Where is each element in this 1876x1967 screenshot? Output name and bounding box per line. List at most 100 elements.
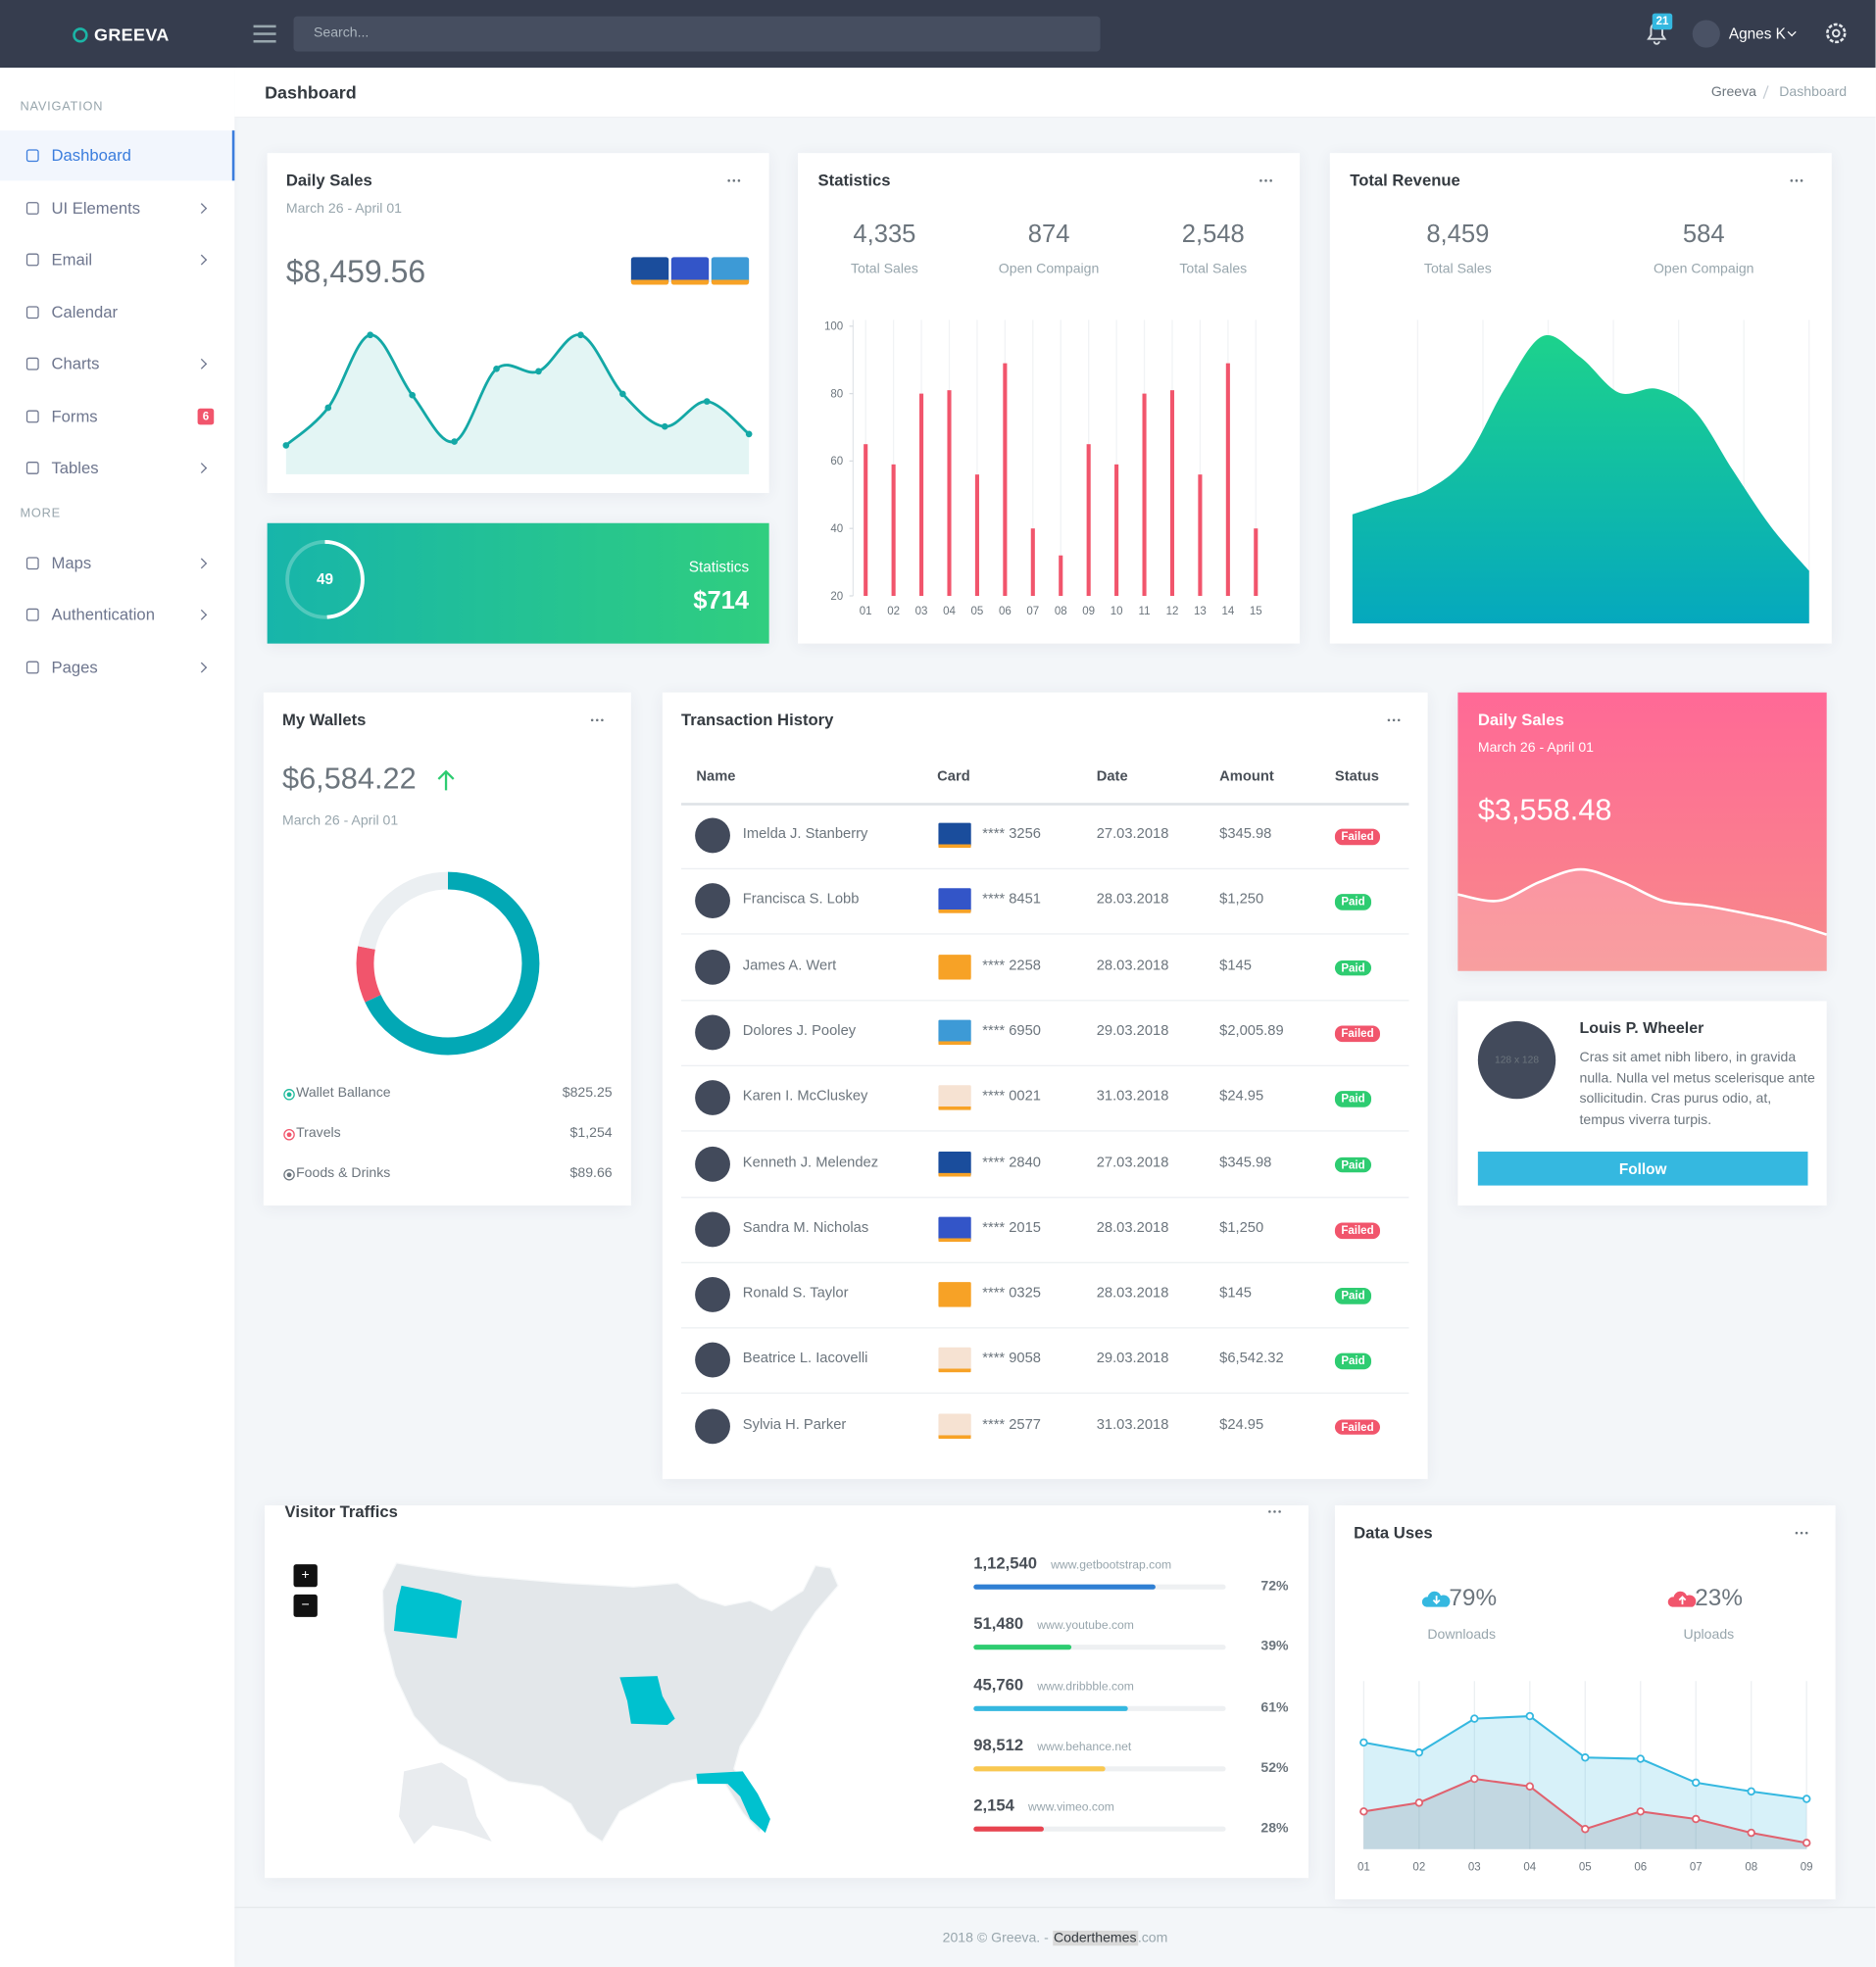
nav-icon — [25, 661, 39, 674]
area — [285, 334, 750, 474]
legend-icon — [283, 1128, 295, 1140]
point — [282, 442, 290, 449]
column-header: Date — [1096, 768, 1128, 785]
card-number: **** 9058 — [982, 1352, 1041, 1367]
point — [535, 368, 542, 375]
menu-dot — [590, 718, 594, 722]
data-uses-chart: 01 02 03 04 05 06 07 08 09 — [1358, 1681, 1813, 1873]
follow-button[interactable]: Follow — [1477, 1152, 1808, 1186]
menu-dot — [732, 178, 736, 182]
card-number: **** 0325 — [982, 1286, 1041, 1302]
row-divider — [681, 999, 1409, 1001]
card — [798, 153, 1301, 644]
card-subtitle: March 26 - April 01 — [282, 812, 399, 829]
breadcrumb-link[interactable]: Greeva — [1710, 84, 1756, 100]
point — [619, 390, 626, 398]
bar — [1030, 528, 1035, 596]
card-menu[interactable] — [1792, 1527, 1811, 1540]
point — [1692, 1778, 1701, 1788]
amount: $1,250 — [1219, 1220, 1264, 1236]
source-count: 1,12,540 — [973, 1553, 1038, 1573]
nav-item[interactable] — [0, 130, 235, 181]
card-icon — [938, 954, 971, 980]
source-title: 2,154 www.vimeo.com — [973, 1794, 1114, 1818]
source-count: 51,480 — [973, 1613, 1024, 1634]
point — [703, 398, 711, 405]
widget-amount: $714 — [693, 587, 750, 615]
bar — [1059, 555, 1063, 596]
column-header: Name — [696, 768, 736, 785]
user-name[interactable]: Agnes K — [1728, 25, 1786, 43]
footer-suffix: .com — [1137, 1930, 1168, 1946]
amount: $6,542.32 — [1219, 1352, 1284, 1367]
progress-bar — [973, 1645, 1072, 1650]
bar — [891, 464, 896, 596]
avatar — [695, 949, 730, 985]
source-count: 45,760 — [973, 1674, 1024, 1694]
x-tick-label: 15 — [1250, 606, 1262, 617]
nav-label: Email — [51, 249, 93, 270]
bar — [1169, 390, 1175, 596]
stat-value: 4,335 — [853, 221, 916, 249]
card-menu[interactable] — [587, 713, 607, 726]
search-box[interactable]: Search... — [293, 16, 1101, 52]
x-tick-label: 08 — [1055, 606, 1067, 617]
customer-name: Imelda J. Stanberry — [742, 826, 868, 843]
point — [1414, 1798, 1424, 1807]
avatar — [695, 1277, 730, 1312]
card-icon — [938, 1085, 971, 1111]
card-title: Total Revenue — [1350, 171, 1460, 190]
x-tick-label: 05 — [971, 606, 984, 617]
footer-link[interactable]: Coderthemes — [1052, 1930, 1138, 1946]
stat-label: Total Sales — [850, 261, 918, 277]
breadcrumb-current: Dashboard — [1779, 84, 1848, 100]
card-icon — [938, 1413, 971, 1439]
status-badge: Paid — [1334, 1156, 1372, 1173]
card-menu[interactable] — [724, 174, 744, 187]
x-tick-label: 12 — [1166, 606, 1179, 617]
date: 28.03.2018 — [1096, 1220, 1169, 1236]
card-menu[interactable] — [1787, 174, 1806, 187]
card-menu[interactable] — [1264, 1505, 1284, 1518]
amount: $6,584.22 — [282, 762, 417, 797]
bar — [1114, 464, 1119, 596]
customer-name: Sylvia H. Parker — [742, 1417, 847, 1433]
user-avatar[interactable] — [1692, 20, 1720, 48]
x-tick-label: 09 — [1082, 606, 1095, 617]
x-tick-label: 10 — [1111, 606, 1123, 617]
card-menu[interactable] — [1256, 174, 1275, 187]
nav-label: Pages — [51, 657, 98, 677]
point — [367, 331, 374, 339]
status-badge: Paid — [1334, 1353, 1372, 1370]
menu-dot — [1392, 718, 1396, 722]
card — [662, 692, 1428, 1480]
bar — [919, 393, 924, 596]
x-tick-label: 04 — [1523, 1861, 1536, 1873]
nav-icon — [25, 306, 39, 320]
card-menu[interactable] — [1384, 713, 1404, 726]
menu-dot — [1267, 1509, 1271, 1513]
menu-dot — [600, 718, 604, 722]
zoom-button[interactable]: − — [293, 1594, 318, 1617]
data-stat-value: 79% — [1449, 1585, 1498, 1612]
amount: $24.95 — [1219, 1089, 1264, 1105]
amount: $8,459.56 — [285, 254, 426, 290]
card-title: Statistics — [817, 171, 891, 190]
date: 31.03.2018 — [1096, 1417, 1169, 1433]
profile-avatar — [1477, 1020, 1556, 1100]
x-tick-label: 05 — [1579, 1861, 1592, 1873]
card-number: **** 2015 — [982, 1220, 1041, 1236]
row-divider — [681, 933, 1409, 935]
profile-bio: Cras sit amet nibh libero, in gravida nu… — [1579, 1050, 1815, 1128]
menu-toggle-line — [253, 25, 276, 27]
bar — [1003, 363, 1008, 596]
card-icon — [938, 1151, 971, 1176]
nav-icon — [25, 410, 39, 423]
bar — [947, 390, 952, 596]
menu-dot — [1387, 718, 1391, 722]
y-tick-label: 20 — [830, 591, 843, 603]
zoom-button[interactable]: + — [293, 1564, 318, 1588]
point — [1414, 1747, 1424, 1757]
x-tick-label: 03 — [1468, 1861, 1481, 1873]
amount: $3,558.48 — [1477, 793, 1612, 828]
